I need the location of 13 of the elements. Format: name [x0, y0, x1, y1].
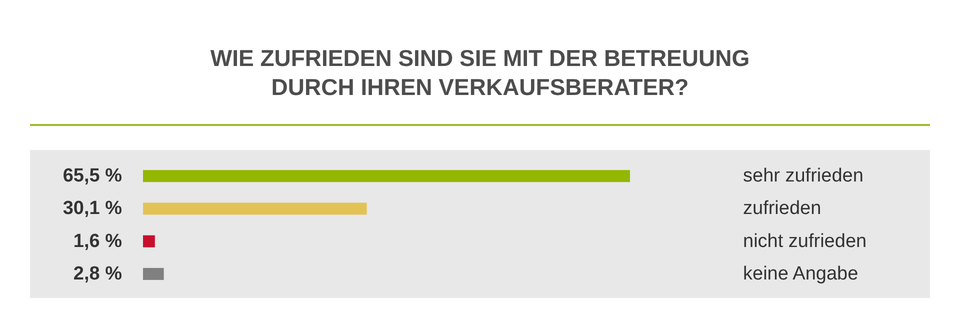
data-label: 1,6 %: [73, 230, 122, 252]
data-label: 30,1 %: [62, 198, 122, 220]
chart-title: WIE ZUFRIEDEN SIND SIE MIT DER BETREUUNG DURCH IHREN VERKAUFSBERATER?: [210, 45, 750, 100]
bar: [143, 202, 367, 215]
y-tick-label: zufrieden: [743, 198, 822, 220]
y-tick-label: sehr zufrieden: [743, 166, 864, 187]
y-tick-label: keine Angabe: [743, 263, 858, 284]
y-tick-label: nicht zufrieden: [743, 230, 867, 252]
bar: [143, 235, 155, 248]
bar: [143, 170, 630, 182]
data-label: 65,5 %: [62, 166, 122, 187]
bar: [143, 268, 164, 280]
data-label: 2,8 %: [73, 263, 122, 284]
